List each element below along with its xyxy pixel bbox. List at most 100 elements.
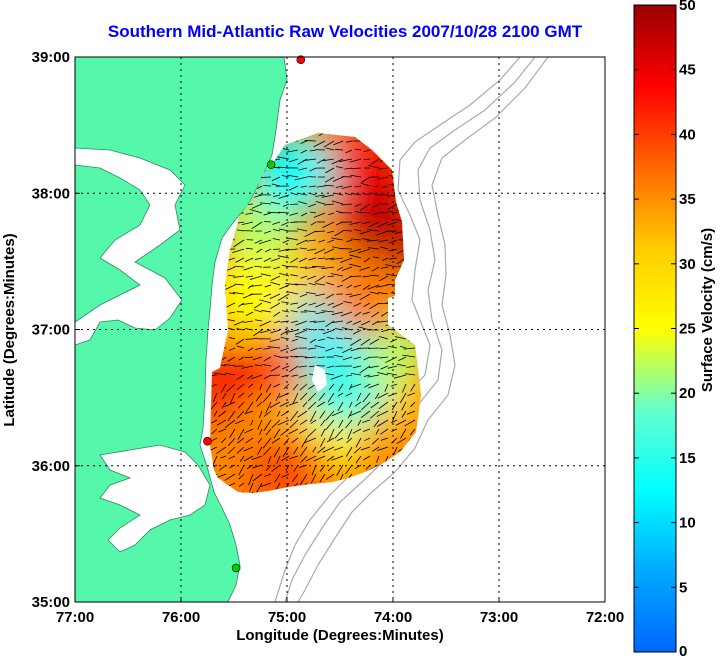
- velocity-vector: [304, 266, 317, 269]
- velocity-vector: [308, 185, 317, 188]
- velocity-vector: [216, 473, 227, 479]
- velocity-vector: [274, 473, 281, 483]
- velocity-vector: [325, 473, 335, 480]
- velocity-vector: [341, 185, 353, 189]
- velocity-vector: [280, 337, 290, 340]
- velocity-vector: [273, 428, 281, 439]
- velocity-vector: [340, 257, 353, 263]
- velocity-vector: [368, 383, 380, 389]
- velocity-vector: [330, 273, 344, 277]
- velocity-vector: [244, 410, 254, 415]
- velocity-vector: [281, 455, 290, 462]
- velocity-vector: [345, 374, 353, 377]
- velocity-vector: [263, 356, 272, 362]
- velocity-vector: [357, 419, 362, 426]
- velocity-vector: [238, 464, 245, 476]
- velocity-vector: [362, 428, 371, 432]
- velocity-vector: [335, 337, 344, 340]
- velocity-vector: [378, 336, 389, 340]
- velocity-vector: [292, 383, 299, 391]
- velocity-vector: [227, 437, 236, 447]
- velocity-vector: [345, 464, 353, 475]
- velocity-vector: [348, 383, 353, 391]
- velocity-vector: [277, 255, 290, 259]
- velocity-vector: [260, 329, 272, 334]
- velocity-vector: [249, 275, 263, 280]
- velocity-vector: [289, 212, 299, 216]
- velocity-vector: [275, 392, 281, 402]
- velocity-vector: [310, 221, 317, 226]
- velocity-vector: [308, 203, 317, 208]
- velocity-vector: [228, 347, 236, 351]
- velocity-vector: [270, 201, 281, 205]
- velocity-vector: [228, 337, 236, 340]
- velocity-vector: [257, 437, 263, 444]
- pamlico-sound: [99, 444, 211, 553]
- y-tick-label: 39:00: [32, 49, 70, 66]
- velocity-vector: [367, 284, 380, 290]
- velocity-vector: [362, 221, 371, 225]
- velocity-vector: [362, 311, 371, 315]
- velocity-vector: [321, 194, 335, 198]
- velocity-vector: [290, 203, 299, 205]
- velocity-vector: [265, 383, 272, 393]
- velocity-vector: [259, 202, 272, 205]
- velocity-vector: [281, 301, 290, 304]
- velocity-vector: [369, 291, 380, 295]
- velocity-vector: [236, 374, 245, 381]
- velocity-vector: [300, 392, 308, 401]
- velocity-vector: [225, 302, 236, 308]
- velocity-vector: [404, 419, 416, 427]
- velocity-vector: [291, 338, 299, 342]
- velocity-vector: [272, 221, 281, 225]
- velocity-vector: [297, 302, 308, 309]
- velocity-vector: [255, 482, 263, 493]
- velocity-vector: [356, 392, 362, 401]
- velocity-vector: [380, 266, 389, 269]
- velocity-vector: [371, 437, 380, 445]
- velocity-vector: [216, 446, 227, 454]
- velocity-vector: [224, 363, 236, 367]
- velocity-vector: [386, 372, 398, 376]
- y-tick-label: 37:00: [32, 322, 70, 339]
- velocity-vector: [306, 239, 317, 242]
- velocity-vector: [331, 237, 344, 241]
- velocity-vector: [378, 239, 389, 243]
- velocity-vector: [350, 373, 362, 376]
- velocity-vector: [320, 437, 326, 448]
- velocity-vector: [380, 428, 389, 435]
- velocity-vector: [273, 266, 281, 270]
- velocity-vector: [363, 455, 371, 461]
- velocity-vector: [283, 383, 290, 390]
- velocity-vector: [319, 464, 326, 473]
- velocity-vector: [368, 221, 380, 228]
- velocity-vector: [313, 455, 326, 462]
- velocity-vector: [299, 428, 308, 434]
- velocity-vector: [399, 392, 407, 404]
- colorbar-tick-label: 45: [679, 62, 696, 79]
- velocity-vector: [319, 410, 326, 419]
- velocity-vector: [285, 329, 299, 333]
- velocity-vector: [352, 428, 362, 434]
- velocity-vector: [353, 356, 362, 360]
- velocity-vector: [265, 428, 272, 436]
- velocity-vector: [391, 437, 398, 444]
- velocity-vector: [263, 293, 272, 298]
- velocity-vector: [325, 419, 335, 431]
- velocity-vector: [287, 174, 299, 178]
- velocity-vector: [385, 264, 398, 268]
- velocity-vector: [282, 365, 290, 370]
- velocity-vector: [279, 228, 290, 232]
- velocity-vector: [270, 275, 281, 281]
- velocity-vector: [326, 437, 335, 443]
- colorbar: [633, 4, 677, 653]
- velocity-vector: [227, 356, 236, 362]
- velocity-vector: [242, 293, 254, 299]
- velocity-vector: [243, 320, 254, 323]
- velocity-vector: [360, 410, 371, 418]
- velocity-vector: [387, 365, 398, 369]
- velocity-vector: [234, 265, 245, 268]
- velocity-vector: [294, 355, 308, 358]
- velocity-vector: [244, 428, 254, 434]
- velocity-vector: [333, 354, 344, 358]
